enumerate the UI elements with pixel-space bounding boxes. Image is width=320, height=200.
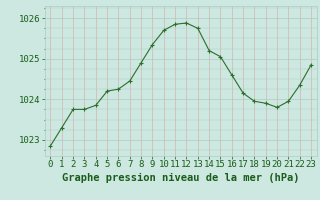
X-axis label: Graphe pression niveau de la mer (hPa): Graphe pression niveau de la mer (hPa): [62, 173, 300, 183]
